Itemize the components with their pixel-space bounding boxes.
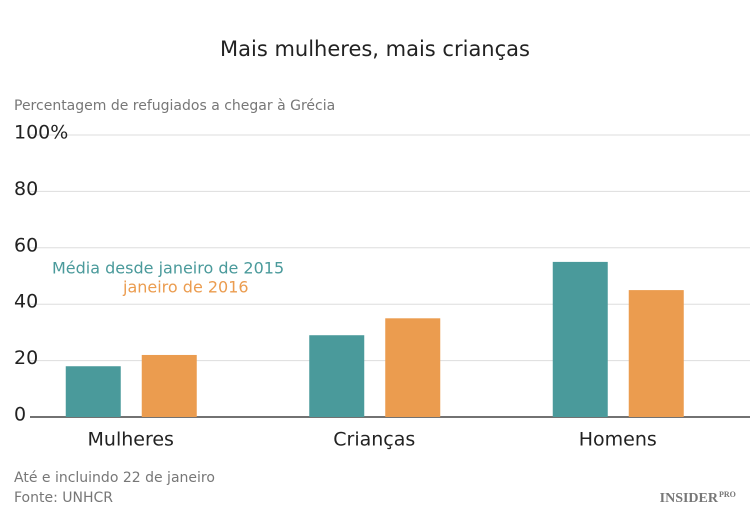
chart-title: Mais mulheres, mais crianças [220,37,530,61]
chart-subtitle: Percentagem de refugiados a chegar à Gré… [14,98,335,114]
bar [65,366,121,417]
y-tick-label: 0 [14,404,26,426]
note: Até e incluindo 22 de janeiro [14,470,215,486]
logo: INSIDER [660,491,719,506]
bar [141,354,197,417]
legend-label: Média desde janeiro de 2015 [52,259,284,278]
x-tick-label: Crianças [333,429,415,451]
y-tick-label: 100% [14,122,68,144]
bar [628,290,684,417]
note: Fonte: UNHCR [14,490,113,506]
y-tick-label: 20 [14,347,38,369]
bar [309,335,365,417]
bar [385,318,441,417]
y-tick-label: 60 [14,234,38,256]
legend-label: janeiro de 2016 [122,278,249,297]
bar [552,261,608,417]
y-tick-label: 40 [14,291,38,313]
y-tick-label: 80 [14,178,38,200]
x-tick-label: Mulheres [88,429,174,451]
logo-suffix: PRO [719,490,736,499]
x-tick-label: Homens [579,429,657,451]
